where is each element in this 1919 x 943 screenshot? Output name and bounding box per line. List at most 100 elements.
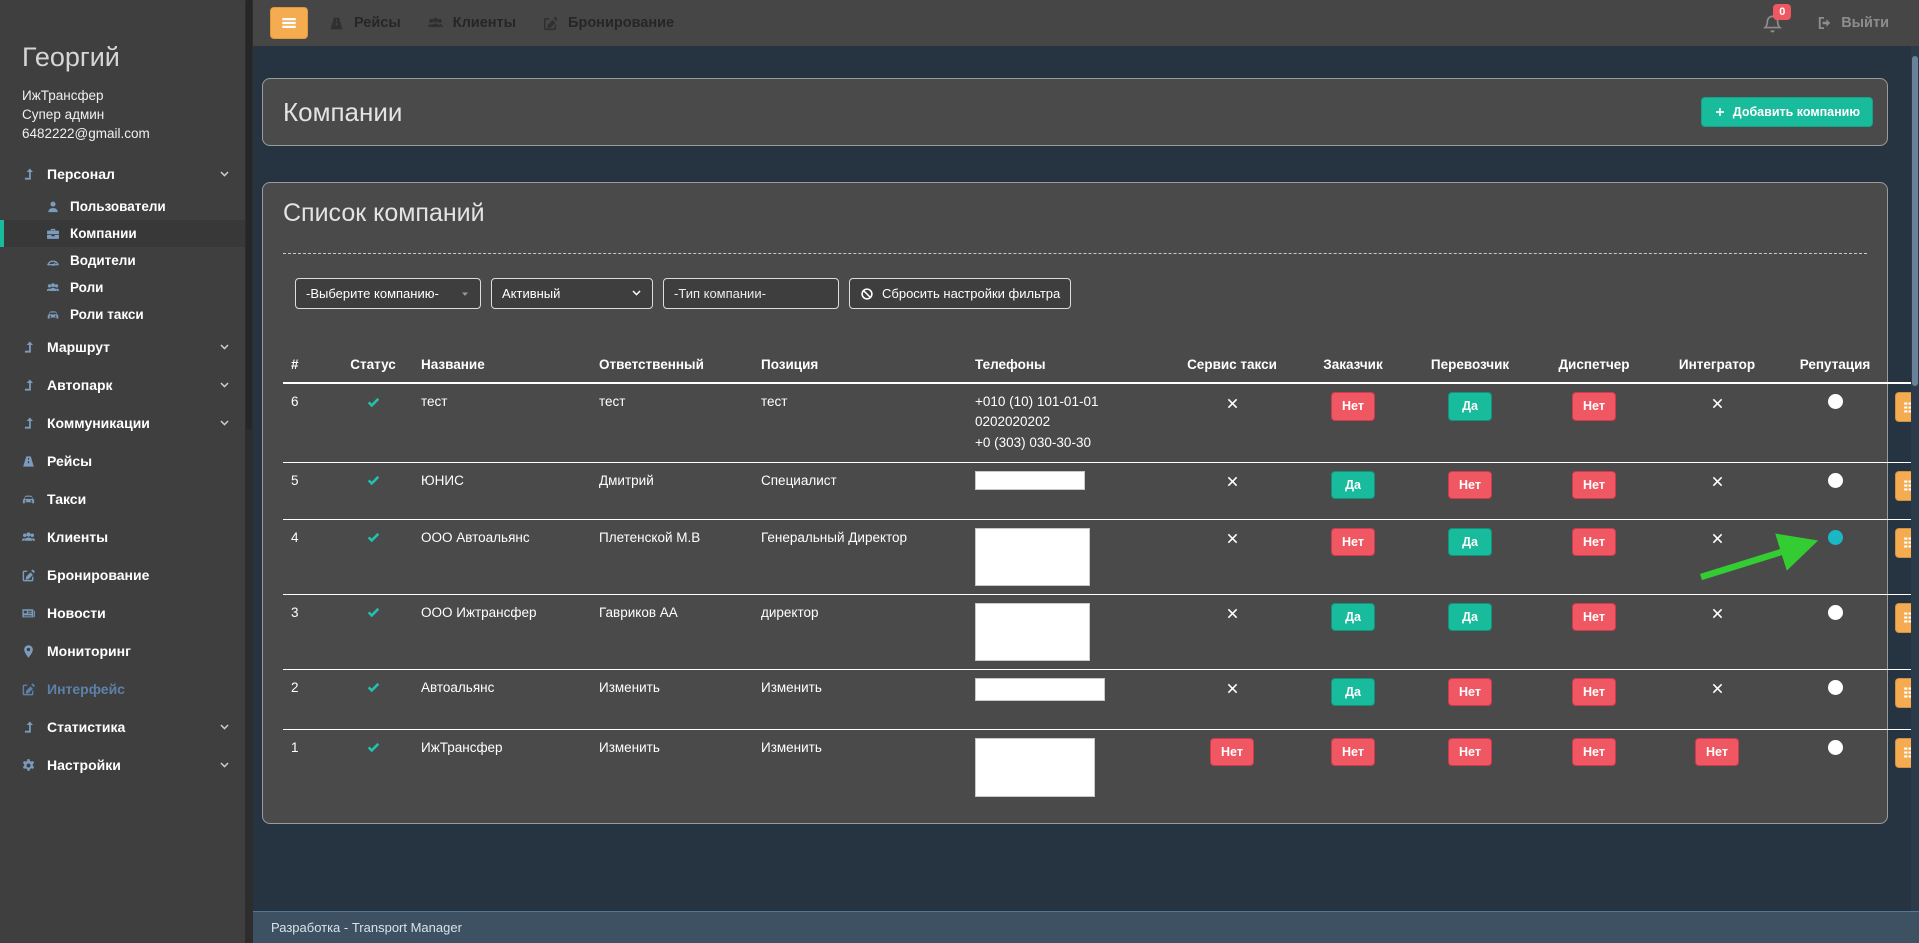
sidebar-item-Компании[interactable]: Компании	[0, 220, 245, 247]
status-cell	[333, 383, 413, 462]
row-number: 6	[283, 383, 333, 462]
sidebar-item-Водители[interactable]: Водители	[0, 247, 245, 274]
badge-da: Да	[1331, 471, 1375, 500]
sidebar-item-Такси[interactable]: Такси	[0, 480, 245, 518]
add-company-button[interactable]: Добавить компанию	[1701, 97, 1873, 127]
company-name: ООО Ижтрансфер	[413, 594, 591, 669]
sidebar-item-label: Водители	[70, 253, 136, 268]
sidebar-item-Статистика[interactable]: Статистика	[0, 708, 245, 746]
hamburger-icon	[280, 14, 298, 32]
check-icon	[366, 605, 381, 620]
row-number: 4	[283, 519, 333, 594]
responsible-name: Дмитрий	[591, 462, 753, 519]
sidebar-item-Бронирование[interactable]: Бронирование	[0, 556, 245, 594]
sidebar-item-Интерфейс[interactable]: Интерфейс	[0, 670, 245, 708]
xmark-icon	[1711, 475, 1724, 488]
badge-da: Да	[1331, 603, 1375, 632]
sidebar-item-label: Пользователи	[70, 199, 166, 214]
notifications-button[interactable]: 0	[1762, 13, 1783, 34]
sidebar-scrollbar[interactable]	[245, 0, 253, 943]
column-header: Интегратор	[1655, 351, 1779, 383]
nav-link-label: Рейсы	[354, 15, 401, 31]
reputation-dot	[1828, 605, 1843, 620]
badge-da: Да	[1331, 678, 1375, 707]
carrier-cell: Нет	[1407, 669, 1533, 729]
users-icon	[427, 15, 444, 32]
column-header: Диспетчер	[1533, 351, 1655, 383]
column-header: Заказчик	[1299, 351, 1407, 383]
sidebar-item-Роли[interactable]: Роли	[0, 274, 245, 301]
badge-net: Нет	[1331, 738, 1375, 767]
xmark-icon	[1226, 397, 1239, 410]
status-filter-select[interactable]: Активный	[491, 278, 653, 309]
xmark-icon	[1226, 475, 1239, 488]
responsible-name: Плетенской М.В	[591, 519, 753, 594]
carrier-cell: Нет	[1407, 729, 1533, 809]
customer-cell: Нет	[1299, 383, 1407, 462]
customer-cell: Нет	[1299, 729, 1407, 809]
sidebar-item-Автопарк[interactable]: Автопарк	[0, 366, 245, 404]
sidebar-toggle-button[interactable]	[270, 7, 308, 39]
status-filter-value: Активный	[502, 286, 560, 301]
sidebar-item-label: Персонал	[47, 166, 115, 182]
divider	[283, 253, 1867, 254]
badge-net: Нет	[1331, 392, 1375, 421]
user-email: 6482222@gmail.com	[22, 124, 245, 143]
dispatcher-cell: Нет	[1533, 519, 1655, 594]
footer: Разработка - Transport Manager	[253, 911, 1919, 943]
sidebar-item-label: Роли такси	[70, 307, 144, 322]
redacted-phone	[975, 471, 1085, 490]
reset-filters-button[interactable]: Сбросить настройки фильтра	[849, 278, 1071, 309]
top-navbar: Рейсы Клиенты Бронирование 0 Выйти	[253, 0, 1919, 46]
taxi-service-cell	[1165, 669, 1299, 729]
carrier-cell: Да	[1407, 519, 1533, 594]
page-header-panel: Компании Добавить компанию	[262, 78, 1888, 146]
levelup-icon	[21, 378, 36, 393]
company-name: ИжТрансфер	[413, 729, 591, 809]
reputation-dot	[1828, 530, 1843, 545]
nav-link-Бронирование[interactable]: Бронирование	[542, 15, 674, 32]
responsible-name: Гавриков АА	[591, 594, 753, 669]
company-row: 6тесттесттест+010 (10) 101-01-0102020202…	[283, 383, 1919, 462]
company-type-input[interactable]	[663, 278, 839, 309]
sidebar-item-Коммуникации[interactable]: Коммуникации	[0, 404, 245, 442]
reputation-cell	[1779, 519, 1891, 594]
reputation-cell	[1779, 669, 1891, 729]
chevron-down-icon	[219, 342, 230, 353]
carrier-cell: Да	[1407, 383, 1533, 462]
integrator-cell	[1655, 462, 1779, 519]
sidebar-item-Персонал[interactable]: Персонал	[0, 155, 245, 193]
xmark-icon	[1226, 682, 1239, 695]
row-number: 2	[283, 669, 333, 729]
nav-link-Клиенты[interactable]: Клиенты	[427, 15, 516, 32]
status-cell	[333, 594, 413, 669]
company-filter-select[interactable]: -Выберите компанию-	[295, 278, 481, 309]
badge-net: Нет	[1695, 738, 1739, 767]
nav-link-label: Бронирование	[568, 15, 674, 31]
nav-link-Рейсы[interactable]: Рейсы	[328, 15, 401, 32]
sidebar-item-Пользователи[interactable]: Пользователи	[0, 193, 245, 220]
user-icon	[46, 200, 60, 214]
user-role: Супер админ	[22, 105, 245, 124]
page-scrollbar[interactable]	[1911, 46, 1919, 911]
logout-button[interactable]: Выйти	[1817, 15, 1889, 31]
customer-cell: Да	[1299, 594, 1407, 669]
position: Изменить	[753, 669, 967, 729]
sidebar-item-label: Рейсы	[47, 453, 92, 469]
sidebar-item-Роли такси[interactable]: Роли такси	[0, 301, 245, 328]
dispatcher-cell: Нет	[1533, 669, 1655, 729]
sidebar-item-Новости[interactable]: Новости	[0, 594, 245, 632]
gear-icon	[21, 758, 36, 773]
xmark-icon	[1711, 682, 1724, 695]
badge-net: Нет	[1572, 392, 1616, 421]
sidebar-item-Рейсы[interactable]: Рейсы	[0, 442, 245, 480]
phone-number: +010 (10) 101-01-01	[975, 392, 1157, 412]
sidebar-item-Настройки[interactable]: Настройки	[0, 746, 245, 784]
sidebar-item-label: Маршрут	[47, 339, 110, 355]
table-header-row: #СтатусНазваниеОтветственныйПозицияТелеф…	[283, 351, 1919, 383]
sidebar-item-Маршрут[interactable]: Маршрут	[0, 328, 245, 366]
sidebar-item-Мониторинг[interactable]: Мониторинг	[0, 632, 245, 670]
sidebar-item-Клиенты[interactable]: Клиенты	[0, 518, 245, 556]
dispatcher-cell: Нет	[1533, 462, 1655, 519]
carrier-cell: Нет	[1407, 462, 1533, 519]
